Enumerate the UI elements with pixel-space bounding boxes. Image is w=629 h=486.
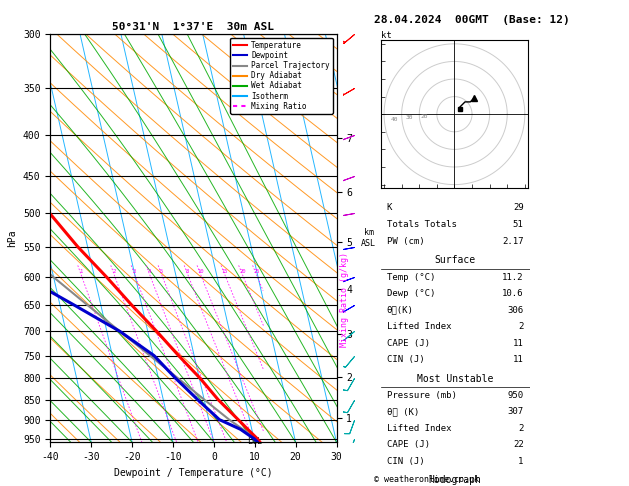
Text: 1: 1 [79, 269, 82, 275]
Text: θᴇ (K): θᴇ (K) [386, 407, 419, 416]
Text: kt: kt [381, 31, 391, 40]
Text: LCL: LCL [247, 436, 262, 446]
Text: Lifted Index: Lifted Index [386, 424, 451, 433]
Text: 11: 11 [513, 339, 524, 347]
Text: 5: 5 [160, 269, 163, 275]
Text: Pressure (mb): Pressure (mb) [386, 391, 457, 399]
X-axis label: Dewpoint / Temperature (°C): Dewpoint / Temperature (°C) [114, 468, 273, 478]
Text: 10.6: 10.6 [502, 289, 524, 298]
Text: K: K [386, 203, 392, 212]
Text: 8: 8 [186, 269, 189, 275]
Text: 307: 307 [508, 407, 524, 416]
Text: 51: 51 [513, 220, 524, 229]
Text: 3: 3 [133, 269, 136, 275]
Text: 306: 306 [508, 306, 524, 314]
Text: 25: 25 [253, 269, 260, 275]
Y-axis label: hPa: hPa [8, 229, 18, 247]
Text: 4: 4 [148, 269, 151, 275]
Text: Lifted Index: Lifted Index [386, 322, 451, 331]
Text: PW (cm): PW (cm) [386, 237, 424, 246]
Legend: Temperature, Dewpoint, Parcel Trajectory, Dry Adiabat, Wet Adiabat, Isotherm, Mi: Temperature, Dewpoint, Parcel Trajectory… [230, 38, 333, 114]
Text: 15: 15 [221, 269, 228, 275]
Text: Surface: Surface [435, 256, 476, 265]
Text: Dewp (°C): Dewp (°C) [386, 289, 435, 298]
Text: Temp (°C): Temp (°C) [386, 273, 435, 281]
Text: 28.04.2024  00GMT  (Base: 12): 28.04.2024 00GMT (Base: 12) [374, 15, 570, 25]
Text: 20: 20 [239, 269, 245, 275]
Text: 2: 2 [518, 322, 524, 331]
Text: CAPE (J): CAPE (J) [386, 440, 430, 449]
Text: 22: 22 [513, 440, 524, 449]
Text: 11: 11 [513, 355, 524, 364]
Text: Totals Totals: Totals Totals [386, 220, 457, 229]
Text: 11.2: 11.2 [502, 273, 524, 281]
Text: Mixing Ratio (g/kg): Mixing Ratio (g/kg) [340, 252, 348, 347]
Text: 950: 950 [508, 391, 524, 399]
Text: 30: 30 [406, 116, 413, 121]
Text: 2.17: 2.17 [502, 237, 524, 246]
Y-axis label: km
ASL: km ASL [361, 228, 376, 248]
Text: 20: 20 [421, 114, 428, 119]
Text: 10: 10 [198, 269, 204, 275]
Text: θᴇ(K): θᴇ(K) [386, 306, 413, 314]
Text: Hodograph: Hodograph [428, 475, 482, 485]
Title: 50°31'N  1°37'E  30m ASL: 50°31'N 1°37'E 30m ASL [113, 22, 274, 32]
Text: 1: 1 [518, 457, 524, 466]
Text: Most Unstable: Most Unstable [417, 374, 493, 383]
Text: © weatheronline.co.uk: © weatheronline.co.uk [374, 474, 479, 484]
Text: 2: 2 [113, 269, 116, 275]
Text: CIN (J): CIN (J) [386, 457, 424, 466]
Text: 40: 40 [391, 117, 398, 122]
Text: CAPE (J): CAPE (J) [386, 339, 430, 347]
Text: 2: 2 [518, 424, 524, 433]
Text: 29: 29 [513, 203, 524, 212]
Text: CIN (J): CIN (J) [386, 355, 424, 364]
